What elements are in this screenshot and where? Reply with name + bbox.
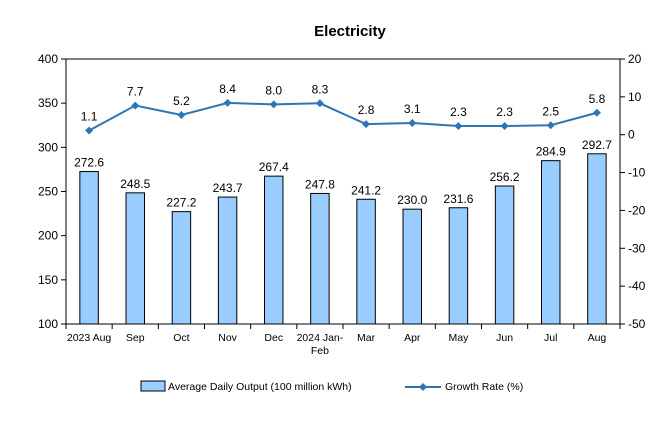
growth-rate-data-label: 2.5 bbox=[542, 104, 559, 118]
legend-line-marker bbox=[419, 383, 427, 391]
bar bbox=[356, 198, 376, 325]
x-axis-category-label: Aug bbox=[588, 332, 607, 344]
bar-data-label: 231.6 bbox=[443, 192, 473, 206]
right-axis-tick-label: -40 bbox=[628, 279, 646, 293]
right-axis-tick-label: -20 bbox=[628, 203, 646, 217]
left-axis-tick-label: 350 bbox=[38, 96, 58, 110]
growth-rate-line bbox=[88, 101, 598, 132]
x-axis-category-label: Dec bbox=[264, 332, 283, 344]
bar-data-label: 243.7 bbox=[213, 181, 243, 195]
x-axis-category-label: Jul bbox=[544, 332, 557, 344]
growth-rate-marker bbox=[223, 98, 232, 107]
bar bbox=[310, 192, 330, 325]
left-axis-tick-label: 200 bbox=[38, 229, 58, 243]
bar-data-label: 241.2 bbox=[351, 183, 381, 197]
bar bbox=[448, 207, 469, 325]
x-axis-category-label: Apr bbox=[404, 332, 421, 344]
bar bbox=[541, 160, 561, 325]
x-axis-category-label: May bbox=[448, 332, 469, 344]
bar-data-label: 256.2 bbox=[490, 170, 520, 184]
left-axis-tick-label: 150 bbox=[38, 273, 58, 287]
growth-rate-data-label: 8.0 bbox=[265, 83, 282, 97]
bar bbox=[217, 196, 238, 325]
plot-frame bbox=[65, 58, 621, 325]
right-axis-tick-label: 0 bbox=[628, 128, 635, 142]
bar bbox=[79, 171, 99, 325]
chart-title: Electricity bbox=[314, 23, 386, 40]
growth-rate-marker bbox=[408, 118, 417, 127]
bar-data-label: 248.5 bbox=[120, 177, 150, 191]
x-axis-category-label: 2023 Aug bbox=[67, 332, 112, 344]
x-axis-category-label: Sep bbox=[126, 332, 145, 344]
left-axis-tick-label: 300 bbox=[38, 140, 58, 154]
bar-data-label: 247.8 bbox=[305, 177, 335, 191]
growth-rate-data-label: 2.3 bbox=[496, 105, 513, 119]
bar bbox=[171, 211, 192, 325]
legend-line-label: Growth Rate (%) bbox=[445, 381, 523, 393]
right-axis-tick-label: 20 bbox=[628, 52, 642, 66]
growth-rate-marker bbox=[85, 126, 94, 135]
bar bbox=[402, 208, 422, 325]
bar bbox=[494, 185, 515, 325]
growth-rate-marker bbox=[362, 120, 371, 129]
growth-rate-data-label: 2.8 bbox=[358, 103, 375, 117]
growth-rate-data-label: 1.1 bbox=[81, 110, 98, 124]
bar-data-label: 272.6 bbox=[74, 156, 104, 170]
x-axis-category-label: Mar bbox=[357, 332, 376, 344]
bar-data-label: 227.2 bbox=[166, 196, 196, 210]
growth-rate-marker bbox=[131, 101, 140, 110]
legend-bar-swatch bbox=[140, 380, 166, 392]
legend-bar-label: Average Daily Output (100 million kWh) bbox=[168, 381, 352, 393]
growth-rate-marker bbox=[592, 108, 601, 117]
x-axis-category-label: Jun bbox=[496, 332, 513, 344]
growth-rate-data-label: 8.4 bbox=[219, 82, 236, 96]
growth-rate-marker bbox=[177, 111, 186, 120]
left-axis-tick-label: 250 bbox=[38, 185, 58, 199]
growth-rate-data-label: 2.3 bbox=[450, 105, 467, 119]
bar-data-label: 230.0 bbox=[397, 193, 427, 207]
bar-data-label: 284.9 bbox=[536, 145, 566, 159]
right-axis-tick-label: -30 bbox=[628, 241, 646, 255]
growth-rate-marker bbox=[546, 121, 555, 130]
x-axis-category-label: Oct bbox=[173, 332, 189, 344]
x-axis-category-label-line2: Feb bbox=[311, 345, 329, 357]
x-axis-category-label: 2024 Jan- bbox=[297, 332, 344, 344]
growth-rate-data-label: 8.3 bbox=[312, 82, 329, 96]
right-axis-tick-label: -10 bbox=[628, 166, 646, 180]
bar-data-label: 292.7 bbox=[582, 138, 612, 152]
growth-rate-marker bbox=[315, 99, 324, 108]
growth-rate-data-label: 5.2 bbox=[173, 94, 190, 108]
bar bbox=[587, 153, 607, 325]
growth-rate-marker bbox=[269, 100, 278, 109]
left-axis-tick-label: 100 bbox=[38, 317, 58, 331]
growth-rate-data-label: 3.1 bbox=[404, 102, 421, 116]
x-axis-category-label: Nov bbox=[218, 332, 237, 344]
growth-rate-marker bbox=[454, 122, 463, 131]
bar bbox=[125, 192, 145, 325]
bar bbox=[264, 175, 284, 325]
legend: Average Daily Output (100 million kWh) Gr… bbox=[140, 380, 523, 393]
bar-data-label: 267.4 bbox=[259, 160, 289, 174]
plot-area: 100 150 200 250 300 350 400 -50 -40 -30 -20 -10 0 10 2… bbox=[38, 52, 646, 357]
right-axis-tick-label: 10 bbox=[628, 90, 642, 104]
right-axis-tick-label: -50 bbox=[628, 317, 646, 331]
growth-rate-marker bbox=[500, 122, 509, 131]
growth-rate-data-label: 5.8 bbox=[589, 92, 606, 106]
left-axis-tick-label: 400 bbox=[38, 52, 58, 66]
growth-rate-data-label: 7.7 bbox=[127, 85, 144, 99]
